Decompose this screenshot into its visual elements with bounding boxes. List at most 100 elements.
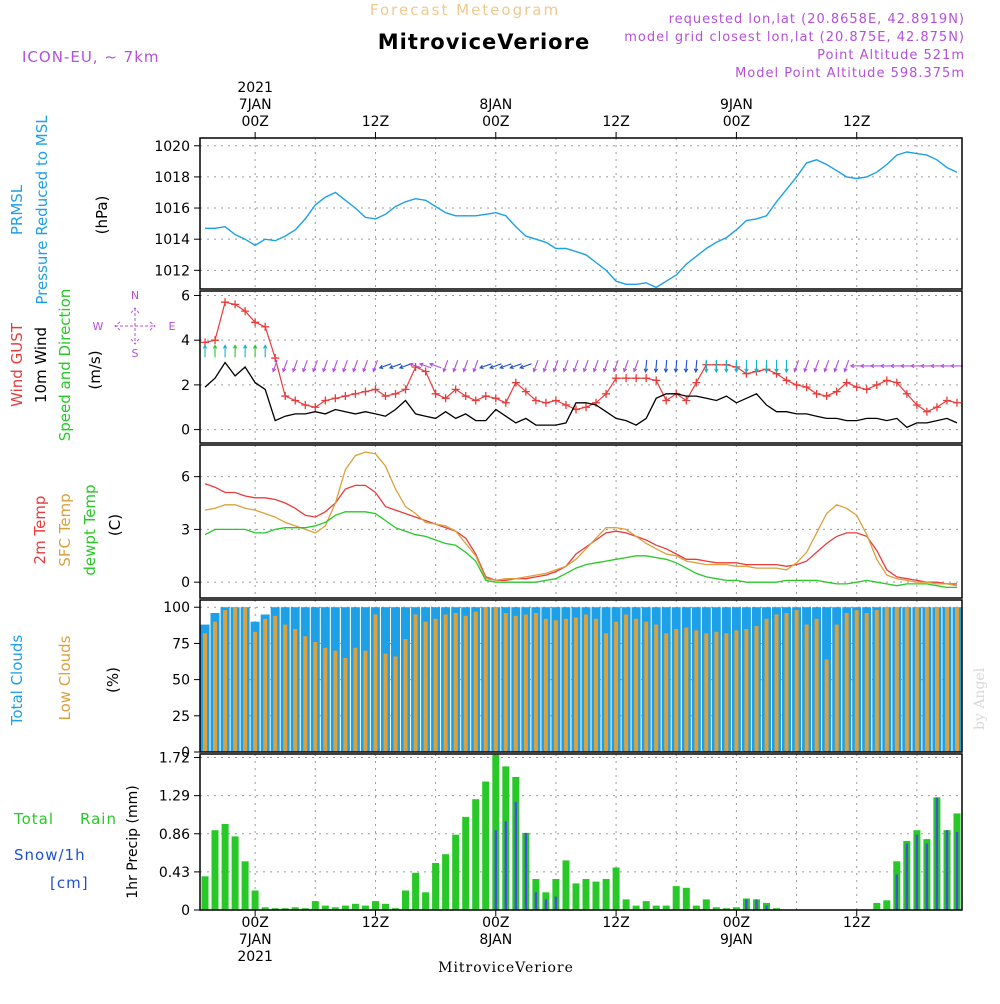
wind-direction-arrow [552, 360, 559, 373]
snow-bar [514, 801, 517, 910]
gust-marker [261, 322, 270, 331]
low-cloud-bar [483, 607, 488, 752]
wind-direction-arrow [342, 360, 348, 373]
rain-bar [582, 879, 590, 910]
wind-direction-arrow [663, 359, 669, 374]
y-tick-label: 50 [172, 673, 190, 689]
low-cloud-bar [283, 624, 288, 752]
rain-bar [873, 902, 881, 910]
low-cloud-bar [955, 607, 959, 752]
rain-bar [602, 879, 610, 910]
rain-bar [652, 905, 660, 910]
rain-bar [211, 830, 219, 910]
rain-bar [562, 860, 570, 910]
y-tick-label: 0 [181, 575, 190, 591]
low-cloud-bar [553, 620, 558, 752]
low-cloud-bar [383, 653, 388, 752]
gust-marker [582, 403, 591, 412]
low-cloud-bar [674, 629, 679, 752]
temp-line-2 [204, 511, 957, 589]
rain-bar [382, 903, 389, 910]
gust-marker [471, 396, 480, 405]
model-label: ICON-EU, ~ 7km [22, 48, 160, 66]
top-time-label: 8JAN [479, 97, 512, 113]
y-tick-label: 1012 [154, 263, 190, 279]
low-cloud-bar [503, 613, 508, 752]
bottom-time-label: 00Z [482, 915, 509, 931]
y-tick-label: 1.29 [159, 789, 190, 805]
gust-marker [902, 389, 911, 398]
top-time-label: 12Z [602, 114, 629, 130]
gust-marker [642, 374, 651, 383]
low-cloud-bar [253, 631, 258, 752]
wind-direction-arrow [744, 359, 749, 374]
compass-e: E [169, 320, 176, 333]
wind-direction-arrow [683, 359, 689, 374]
point-altitude: Point Altitude 521m [817, 48, 965, 63]
temp-line-1 [204, 451, 958, 587]
low-cloud-bar [443, 614, 448, 752]
wind-direction-arrow [418, 362, 432, 369]
wind-direction-arrow [833, 360, 840, 373]
rain-bar [642, 901, 650, 910]
panel-frame-wind [199, 290, 963, 444]
bottom-time-label: 9JAN [720, 932, 753, 948]
low-cloud-bar [734, 630, 739, 752]
gust-marker [541, 398, 550, 407]
wind-direction-arrow [542, 360, 549, 373]
wind-direction-arrow [312, 360, 318, 373]
gust-marker [662, 396, 671, 405]
gust-marker [561, 401, 570, 409]
top-time-label: 12Z [362, 114, 389, 130]
top-time-label: 2021 [237, 80, 273, 96]
rain-bar [712, 907, 720, 910]
wind-direction-arrow [489, 363, 502, 370]
rain-bar [341, 905, 349, 910]
wind-direction-arrow [302, 360, 308, 373]
rain-bar [702, 899, 710, 910]
low-cloud-bar [804, 624, 809, 752]
low-cloud-bar [874, 610, 879, 752]
y-tick-label: 100 [163, 600, 190, 616]
wind-direction-arrow [784, 359, 789, 374]
y-tick-label: 6 [181, 470, 190, 486]
compass-n: N [131, 289, 139, 302]
low-cloud-bar [293, 629, 298, 752]
gust-marker [281, 392, 290, 401]
low-cloud-bar [844, 613, 849, 752]
wind-direction-arrow [734, 359, 739, 374]
wind-direction-arrow [673, 359, 679, 374]
precip-ylabel: 1hr Precip (mm) [125, 785, 141, 898]
snow-bar [504, 821, 507, 910]
rain-bar [311, 901, 319, 910]
gust-marker [852, 383, 861, 392]
low-cloud-bar [213, 621, 217, 752]
low-cloud-bar [263, 618, 268, 752]
snow-bar [745, 899, 748, 910]
gust-marker [241, 307, 250, 316]
bottom-time-label: 00Z [241, 915, 268, 931]
low-cloud-bar [824, 659, 829, 752]
rain-bar [361, 905, 369, 910]
panel-frame-temperature [199, 444, 963, 599]
wind-ylabel-3: Speed and Direction [56, 289, 74, 442]
low-cloud-bar [634, 618, 639, 752]
wind-direction-arrow [764, 359, 769, 374]
gust-marker [922, 407, 931, 416]
wind-direction-arrow [263, 344, 268, 358]
low-cloud-bar [513, 615, 518, 752]
temp-line-0 [204, 483, 957, 585]
gust-marker [401, 385, 410, 394]
rain-bar [462, 816, 470, 910]
low-cloud-bar [373, 614, 378, 752]
gust-marker [912, 401, 921, 409]
precip-snow-unit: [cm] [50, 874, 89, 892]
rain-bar [722, 908, 730, 910]
wind-direction-arrow [499, 363, 512, 370]
low-cloud-bar [684, 627, 689, 752]
low-cloud-bar [343, 657, 348, 752]
low-cloud-bar [945, 607, 949, 752]
wind-direction-arrow [622, 360, 629, 373]
requested-coords: requested lon,lat (20.8658E, 42.8919N) [669, 12, 965, 27]
low-cloud-bar [694, 630, 699, 752]
